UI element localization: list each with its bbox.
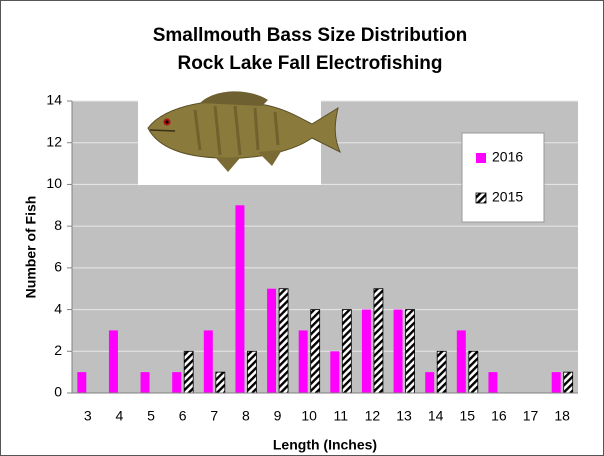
y-tick-label: 6 [54,259,62,275]
y-tick-label: 12 [46,133,62,149]
bar [140,372,150,393]
bar [488,372,498,393]
bar [247,350,257,394]
bar [551,372,561,393]
x-tick-label: 9 [274,408,282,424]
y-tick-label: 14 [46,92,62,108]
x-tick-label: 16 [491,408,507,424]
bars [77,205,574,394]
bar [203,330,213,393]
bar [468,350,479,394]
bar [405,309,415,394]
x-tick-label: 10 [301,408,317,424]
y-tick-label: 8 [54,217,62,233]
legend-key [476,153,486,163]
bar [373,288,384,394]
bar [108,330,118,393]
y-axis-title: Number of Fish [23,196,39,299]
x-tick-label: 13 [396,408,412,424]
x-tick-label: 17 [523,408,539,424]
bar [298,330,308,393]
bar [235,205,245,393]
y-tick-label: 0 [54,384,62,400]
bar [456,330,466,393]
bar [172,372,182,393]
legend-box [461,132,545,223]
bar [278,288,289,394]
y-tick-label: 4 [54,300,62,316]
x-tick-label: 6 [179,408,187,424]
bar [77,372,87,393]
legend: 2016 2015 [461,132,545,223]
legend-label: 2016 [492,149,523,165]
chart-title: Smallmouth Bass Size Distribution [153,25,468,46]
x-tick-label: 15 [460,408,476,424]
bar [361,309,371,393]
bar [425,372,435,393]
x-tick-label: 14 [428,408,444,424]
x-tick-label: 18 [554,408,570,424]
x-axis-title: Length (Inches) [273,437,377,453]
legend-key [475,192,487,204]
bar [330,351,340,393]
x-tick-label: 7 [210,408,218,424]
fish-illustration [138,83,341,185]
bar [183,350,194,394]
y-tick-label: 10 [46,175,62,191]
x-tick-label: 3 [84,408,92,424]
bar [563,371,574,394]
bar [393,309,403,393]
bar [310,309,321,394]
y-tick-label: 2 [54,342,62,358]
chart-subtitle: Rock Lake Fall Electrofishing [177,53,442,74]
bar [341,309,352,394]
bar [436,350,447,394]
x-tick-label: 11 [334,408,349,424]
legend-label: 2015 [492,189,523,205]
x-tick-label: 12 [365,408,381,424]
x-tick-label: 5 [147,408,155,424]
x-tick-label: 4 [116,408,124,424]
bar [267,288,277,393]
x-tick-label: 8 [242,408,250,424]
bar [215,371,226,394]
